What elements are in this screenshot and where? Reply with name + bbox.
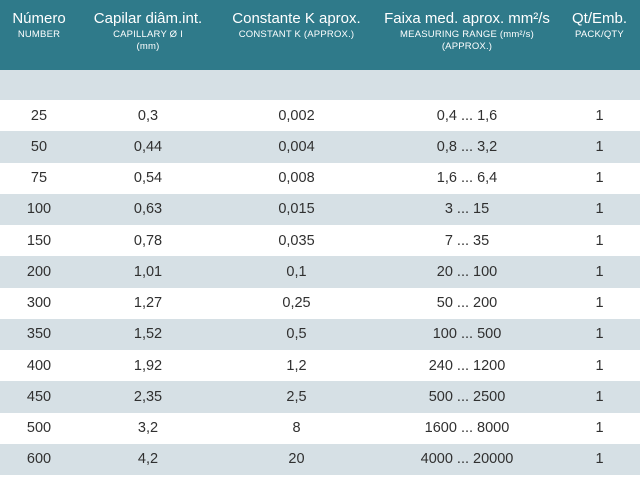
cell-constant: 20: [288, 451, 305, 468]
cell-constant: 0,008: [278, 170, 315, 187]
header-constant-main: Constante K aprox.: [232, 10, 361, 27]
table-body: 25 0,3 0,002 0,4 ... 1,6 1 50 0,44 0,004 0,8 ...…: [0, 100, 640, 475]
cell-constant: 0,002: [278, 107, 315, 124]
header-constant-sub: CONSTANT K (APPROX.): [238, 29, 355, 40]
cell-capillary: 0,54: [133, 170, 163, 187]
cell-constant: 0,5: [286, 326, 307, 343]
cell-number: 350: [26, 326, 52, 343]
header-range: Faixa med. aprox. mm²/s MEASURING RANGE …: [375, 11, 559, 53]
cell-qty: 1: [595, 420, 604, 437]
cell-constant: 8: [292, 420, 301, 437]
cell-capillary: 0,78: [133, 232, 163, 249]
cell-qty: 1: [595, 263, 604, 280]
header-capillary: Capilar diâm.int. CAPILLARY Ø I (mm): [78, 11, 218, 53]
cell-qty: 1: [595, 357, 604, 374]
cell-capillary: 0,63: [133, 201, 163, 218]
cell-capillary: 0,3: [137, 107, 159, 124]
table-row: 600 4,2 20 4000 ... 20000 1: [0, 443, 640, 475]
cell-qty: 1: [595, 295, 604, 312]
header-capillary-unit: (mm): [136, 41, 160, 52]
cell-qty: 1: [595, 326, 604, 343]
cell-constant: 1,2: [286, 357, 307, 374]
table-header: Número NUMBER Capilar diâm.int. CAPILLAR…: [0, 0, 640, 70]
cell-qty: 1: [595, 170, 604, 187]
header-qty-sub: PACK/QTY: [575, 29, 624, 40]
cell-range: 1600 ... 8000: [424, 420, 510, 437]
cell-constant: 2,5: [286, 388, 307, 405]
cell-constant: 0,015: [278, 201, 315, 218]
cell-capillary: 2,35: [133, 388, 163, 405]
cell-number: 400: [26, 357, 52, 374]
header-range-main: Faixa med. aprox. mm²/s: [384, 10, 550, 27]
cell-range: 100 ... 500: [432, 326, 502, 343]
header-capillary-main: Capilar diâm.int.: [93, 10, 203, 27]
cell-constant: 0,25: [282, 295, 311, 312]
cell-range: 0,8 ... 3,2: [436, 138, 498, 155]
cell-constant: 0,1: [286, 263, 307, 280]
cell-capillary: 1,92: [133, 357, 163, 374]
header-number-sub: NUMBER: [17, 29, 61, 40]
cell-capillary: 4,2: [137, 451, 159, 468]
header-constant: Constante K aprox. CONSTANT K (APPROX.): [218, 11, 375, 41]
header-range-sub: MEASURING RANGE (mm²/s): [400, 29, 534, 40]
cell-qty: 1: [595, 451, 604, 468]
header-capillary-sub: CAPILLARY Ø I: [113, 29, 183, 40]
cell-constant: 0,035: [278, 232, 315, 249]
cell-number: 150: [26, 232, 52, 249]
cell-capillary: 0,44: [133, 138, 163, 155]
table-row: 50 0,44 0,004 0,8 ... 3,2 1: [0, 131, 640, 163]
header-qty: Qt/Emb. PACK/QTY: [559, 11, 640, 41]
cell-capillary: 3,2: [137, 420, 159, 437]
table-row: 300 1,27 0,25 50 ... 200 1: [0, 287, 640, 319]
table-row: 100 0,63 0,015 3 ... 15 1: [0, 193, 640, 225]
table-row: 200 1,01 0,1 20 ... 100 1: [0, 256, 640, 288]
header-range-approx: (APPROX.): [441, 41, 493, 52]
cell-number: 500: [26, 420, 52, 437]
cell-range: 7 ... 35: [444, 232, 490, 249]
cell-range: 240 ... 1200: [428, 357, 506, 374]
table-row: 75 0,54 0,008 1,6 ... 6,4 1: [0, 162, 640, 194]
cell-range: 0,4 ... 1,6: [436, 107, 498, 124]
header-qty-main: Qt/Emb.: [571, 10, 627, 27]
header-number-main: Número: [12, 10, 66, 27]
cell-qty: 1: [595, 138, 604, 155]
cell-constant: 0,004: [278, 138, 315, 155]
header-spacer-band: [0, 70, 640, 100]
cell-range: 1,6 ... 6,4: [436, 170, 498, 187]
cell-number: 300: [26, 295, 52, 312]
cell-number: 600: [26, 451, 52, 468]
cell-range: 50 ... 200: [436, 295, 498, 312]
cell-number: 75: [30, 170, 48, 187]
table-row: 400 1,92 1,2 240 ... 1200 1: [0, 350, 640, 382]
table-row: 450 2,35 2,5 500 ... 2500 1: [0, 381, 640, 413]
table-row: 150 0,78 0,035 7 ... 35 1: [0, 225, 640, 257]
table-row: 500 3,2 8 1600 ... 8000 1: [0, 412, 640, 444]
cell-qty: 1: [595, 201, 604, 218]
cell-number: 100: [26, 201, 52, 218]
cell-number: 200: [26, 263, 52, 280]
cell-capillary: 1,01: [133, 263, 163, 280]
cell-range: 4000 ... 20000: [420, 451, 514, 468]
cell-number: 25: [30, 107, 48, 124]
cell-range: 500 ... 2500: [428, 388, 506, 405]
cell-capillary: 1,52: [133, 326, 163, 343]
cell-capillary: 1,27: [133, 295, 163, 312]
cell-range: 20 ... 100: [436, 263, 498, 280]
cell-qty: 1: [595, 232, 604, 249]
table-row: 25 0,3 0,002 0,4 ... 1,6 1: [0, 100, 640, 132]
cell-number: 50: [30, 138, 48, 155]
cell-qty: 1: [595, 107, 604, 124]
cell-range: 3 ... 15: [444, 201, 490, 218]
cell-qty: 1: [595, 388, 604, 405]
header-number: Número NUMBER: [0, 11, 78, 41]
table-row: 350 1,52 0,5 100 ... 500 1: [0, 318, 640, 350]
cell-number: 450: [26, 388, 52, 405]
